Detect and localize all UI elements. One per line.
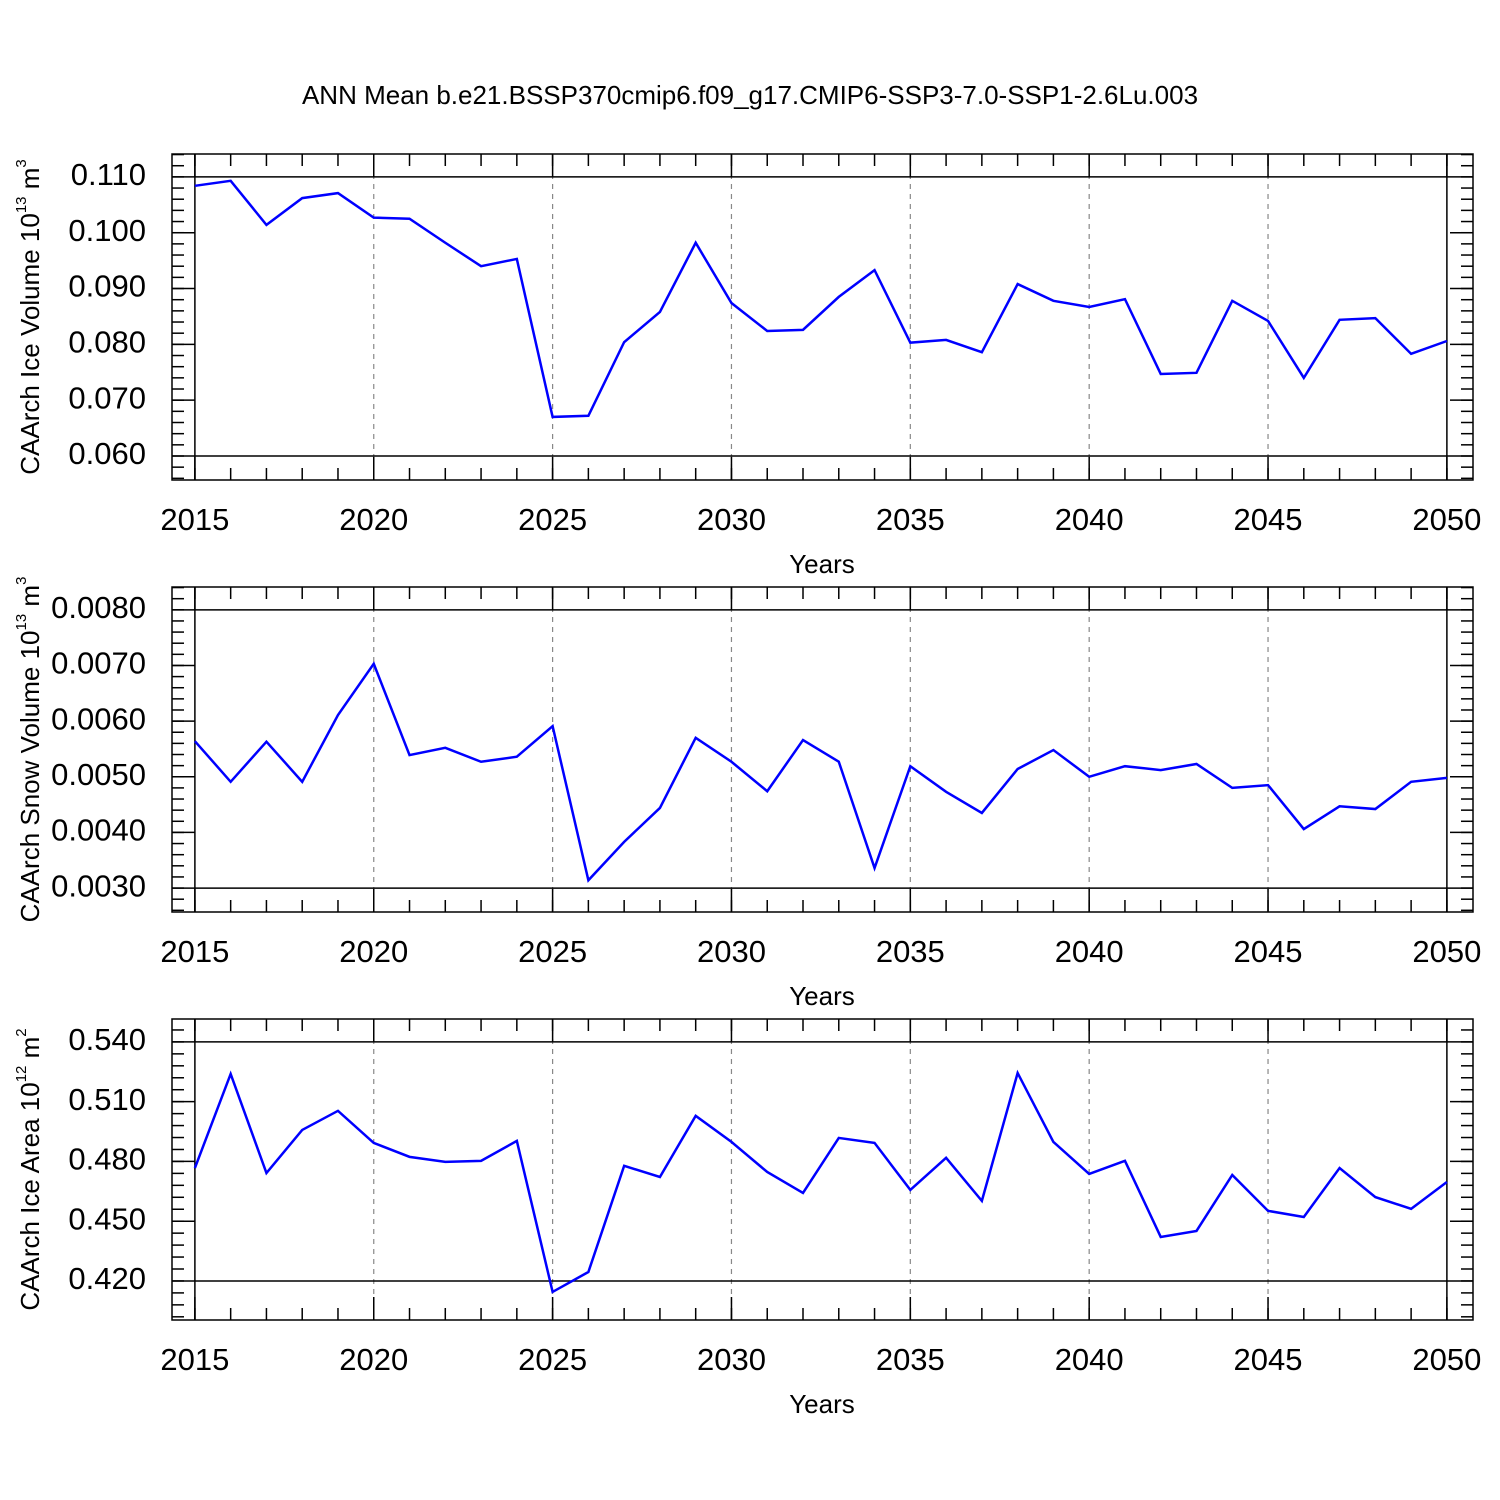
x-tick-label: 2040 <box>1055 502 1124 537</box>
y-axis-label-text: CAArch Ice Area 10 <box>15 1082 45 1310</box>
y-tick-label: 0.070 <box>68 380 146 415</box>
y-axis-label-unit-exponent: 2 <box>13 1028 30 1036</box>
x-tick-label: 2030 <box>697 934 766 969</box>
x-tick-label: 2015 <box>160 1342 229 1377</box>
y-tick-label: 0.0040 <box>51 813 146 848</box>
x-tick-label: 2030 <box>697 502 766 537</box>
x-tick-label: 2040 <box>1055 1342 1124 1377</box>
y-axis-label-unit-exponent: 3 <box>13 159 30 167</box>
x-tick-label: 2015 <box>160 502 229 537</box>
x-axis-label: Years <box>789 1389 855 1419</box>
x-tick-label: 2020 <box>339 1342 408 1377</box>
x-tick-label: 2045 <box>1234 1342 1303 1377</box>
x-tick-label: 2025 <box>518 934 587 969</box>
y-axis-label-unit-exponent: 3 <box>13 577 30 585</box>
y-axis-label-exponent: 12 <box>13 1066 30 1083</box>
x-tick-label: 2030 <box>697 1342 766 1377</box>
y-tick-label: 0.540 <box>68 1022 146 1057</box>
x-tick-label: 2050 <box>1412 1342 1481 1377</box>
x-tick-label: 2020 <box>339 934 408 969</box>
y-axis-label-unit: m <box>15 1037 45 1066</box>
y-tick-label: 0.0050 <box>51 757 146 792</box>
y-tick-label: 0.080 <box>68 325 146 360</box>
data-line <box>194 179 1448 419</box>
y-tick-label: 0.0030 <box>51 868 146 903</box>
x-axis-label: Years <box>789 549 855 579</box>
plot-frame <box>171 1018 1474 1321</box>
y-tick-label: 0.510 <box>68 1082 146 1117</box>
x-tick-label: 2050 <box>1412 934 1481 969</box>
y-axis-label-exponent: 13 <box>13 614 30 631</box>
x-tick-label: 2020 <box>339 502 408 537</box>
figure-title: ANN Mean b.e21.BSSP370cmip6.f09_g17.CMIP… <box>302 80 1198 110</box>
data-line <box>193 661 1448 883</box>
y-tick-label: 0.480 <box>68 1142 146 1177</box>
y-tick-label: 0.100 <box>68 213 146 248</box>
x-tick-label: 2015 <box>160 934 229 969</box>
y-axis-label-text: CAArch Snow Volume 10 <box>15 630 45 922</box>
y-tick-label: 0.060 <box>68 436 146 471</box>
y-tick-label: 0.090 <box>68 269 146 304</box>
x-tick-label: 2035 <box>876 1342 945 1377</box>
x-axis-label: Years <box>789 981 855 1011</box>
x-tick-label: 2050 <box>1412 502 1481 537</box>
x-tick-label: 2045 <box>1234 934 1303 969</box>
x-tick-label: 2040 <box>1055 934 1124 969</box>
x-tick-label: 2035 <box>876 934 945 969</box>
y-tick-label: 0.0060 <box>51 701 146 736</box>
x-tick-label: 2045 <box>1234 502 1303 537</box>
plot-frame <box>171 153 1474 481</box>
y-axis-label-text: CAArch Ice Volume 10 <box>15 213 45 475</box>
y-axis-label-unit: m <box>15 168 45 197</box>
y-axis-label: CAArch Ice Area 1012 m2 <box>13 1028 45 1310</box>
x-tick-label: 2025 <box>518 502 587 537</box>
y-tick-label: 0.0080 <box>51 590 146 625</box>
x-tick-label: 2035 <box>876 502 945 537</box>
plot-frame <box>171 586 1474 913</box>
y-tick-label: 0.110 <box>71 157 146 192</box>
x-tick-label: 2025 <box>518 1342 587 1377</box>
y-axis-label-unit: m <box>15 585 45 614</box>
y-axis-label: CAArch Snow Volume 1013 m3 <box>13 577 45 923</box>
y-axis-label-exponent: 13 <box>13 196 30 213</box>
y-tick-label: 0.0070 <box>51 646 146 681</box>
y-tick-label: 0.450 <box>68 1201 146 1236</box>
y-axis-label: CAArch Ice Volume 1013 m3 <box>13 159 45 475</box>
data-line <box>193 1069 1448 1294</box>
y-tick-label: 0.420 <box>68 1261 146 1296</box>
